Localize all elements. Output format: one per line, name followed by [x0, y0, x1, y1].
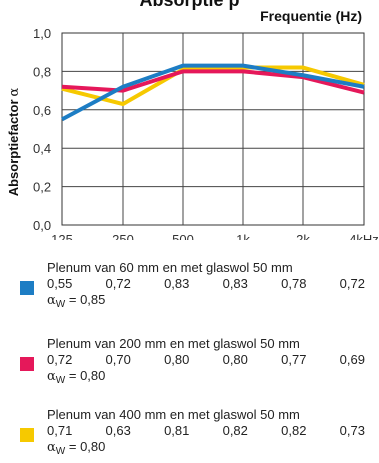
legend-series-3-value-125: 0,71 — [47, 423, 73, 438]
y-tick-label-1: 0,2 — [33, 180, 51, 195]
x-tick-label-1k: 1k — [236, 232, 250, 240]
legend-series-1-value-500: 0,83 — [164, 276, 190, 291]
legend-series-3-value-4k: 0,73 — [339, 423, 365, 438]
alpha-w-value: = 0,85 — [68, 292, 106, 307]
legend-series-2-value-2k: 0,77 — [281, 352, 307, 367]
legend-series-3-name: Plenum van 400 mm en met glaswol 50 mm — [47, 407, 300, 422]
legend-series-1-alpha-w: αW = 0,85 — [47, 292, 105, 310]
y-tick-label-4: 0,8 — [33, 64, 51, 79]
x-tick-label-250: 250 — [112, 232, 134, 240]
alpha-symbol: α — [47, 369, 56, 384]
grid-lines — [62, 33, 364, 225]
alpha-symbol: α — [47, 440, 56, 455]
legend-series-1-value-2k: 0,78 — [281, 276, 307, 291]
legend-series-2-value-250: 0,70 — [105, 352, 131, 367]
legend-series-3-value-500: 0,81 — [164, 423, 190, 438]
alpha-subscript: W — [55, 446, 66, 457]
alpha-subscript: W — [55, 299, 66, 310]
legend-series-2-value-500: 0,80 — [164, 352, 190, 367]
x-tick-label-500: 500 — [172, 232, 194, 240]
legend-series-2-alpha-w: αW = 0,80 — [47, 368, 105, 386]
legend-series-2-name: Plenum van 200 mm en met glaswol 50 mm — [47, 336, 300, 351]
legend-series-3-alpha-w: αW = 0,80 — [47, 439, 105, 457]
series-lines — [61, 63, 365, 122]
series-line-1 — [61, 63, 365, 122]
x-tick-label-125: 125 — [51, 232, 73, 240]
x-tick-label-4kHz: 4kHz — [349, 232, 379, 240]
chart-title: Absorptie p — [139, 0, 240, 10]
series-line-3 — [61, 65, 365, 107]
legend-series-3-value-1k: 0,82 — [222, 423, 248, 438]
legend-series-2-value-1k: 0,80 — [222, 352, 248, 367]
alpha-subscript: W — [55, 375, 66, 386]
legend-swatch-series-3 — [20, 428, 34, 442]
legend-series-1-value-250: 0,72 — [105, 276, 131, 291]
legend-series-3-value-2k: 0,82 — [281, 423, 307, 438]
y-tick-label-2: 0,4 — [33, 141, 51, 156]
legend-swatch-series-1 — [20, 281, 34, 295]
series-line-2 — [61, 69, 365, 95]
x-tick-label-2k: 2k — [296, 232, 310, 240]
legend-series-1-values: 0,55 0,72 0,83 0,83 0,78 0,72 — [47, 276, 365, 291]
y-tick-label-3: 0,6 — [33, 103, 51, 118]
legend-series-1-name: Plenum van 60 mm en met glaswol 50 mm — [47, 260, 293, 275]
legend-series-2-value-125: 0,72 — [47, 352, 73, 367]
legend-series-2-values: 0,72 0,70 0,80 0,80 0,77 0,69 — [47, 352, 365, 367]
y-tick-labels: 0,0 0,2 0,4 0,6 0,8 1,0 — [33, 26, 51, 233]
alpha-w-value: = 0,80 — [68, 368, 106, 383]
legend-series-2-value-4k: 0,69 — [339, 352, 365, 367]
legend-series-1-value-4k: 0,72 — [339, 276, 365, 291]
plot-frame — [61, 32, 365, 226]
legend-series-3-values: 0,71 0,63 0,81 0,82 0,82 0,73 — [47, 423, 365, 438]
x-axis-label: Frequentie (Hz) — [260, 8, 362, 24]
legend-swatch-series-2 — [20, 357, 34, 371]
alpha-symbol: α — [47, 293, 56, 308]
y-tick-label-0: 0,0 — [33, 218, 51, 233]
legend-series-3-value-250: 0,63 — [105, 423, 131, 438]
legend-series-1-value-125: 0,55 — [47, 276, 73, 291]
y-tick-label-5: 1,0 — [33, 26, 51, 41]
legend-series-1-value-1k: 0,83 — [222, 276, 248, 291]
x-tick-labels: 125 250 500 1k 2k 4kHz — [51, 232, 379, 240]
alpha-w-value: = 0,80 — [68, 439, 106, 454]
line-chart: 0,0 0,2 0,4 0,6 0,8 1,0 125 250 500 1k 2k 4kHz — [33, 26, 379, 240]
